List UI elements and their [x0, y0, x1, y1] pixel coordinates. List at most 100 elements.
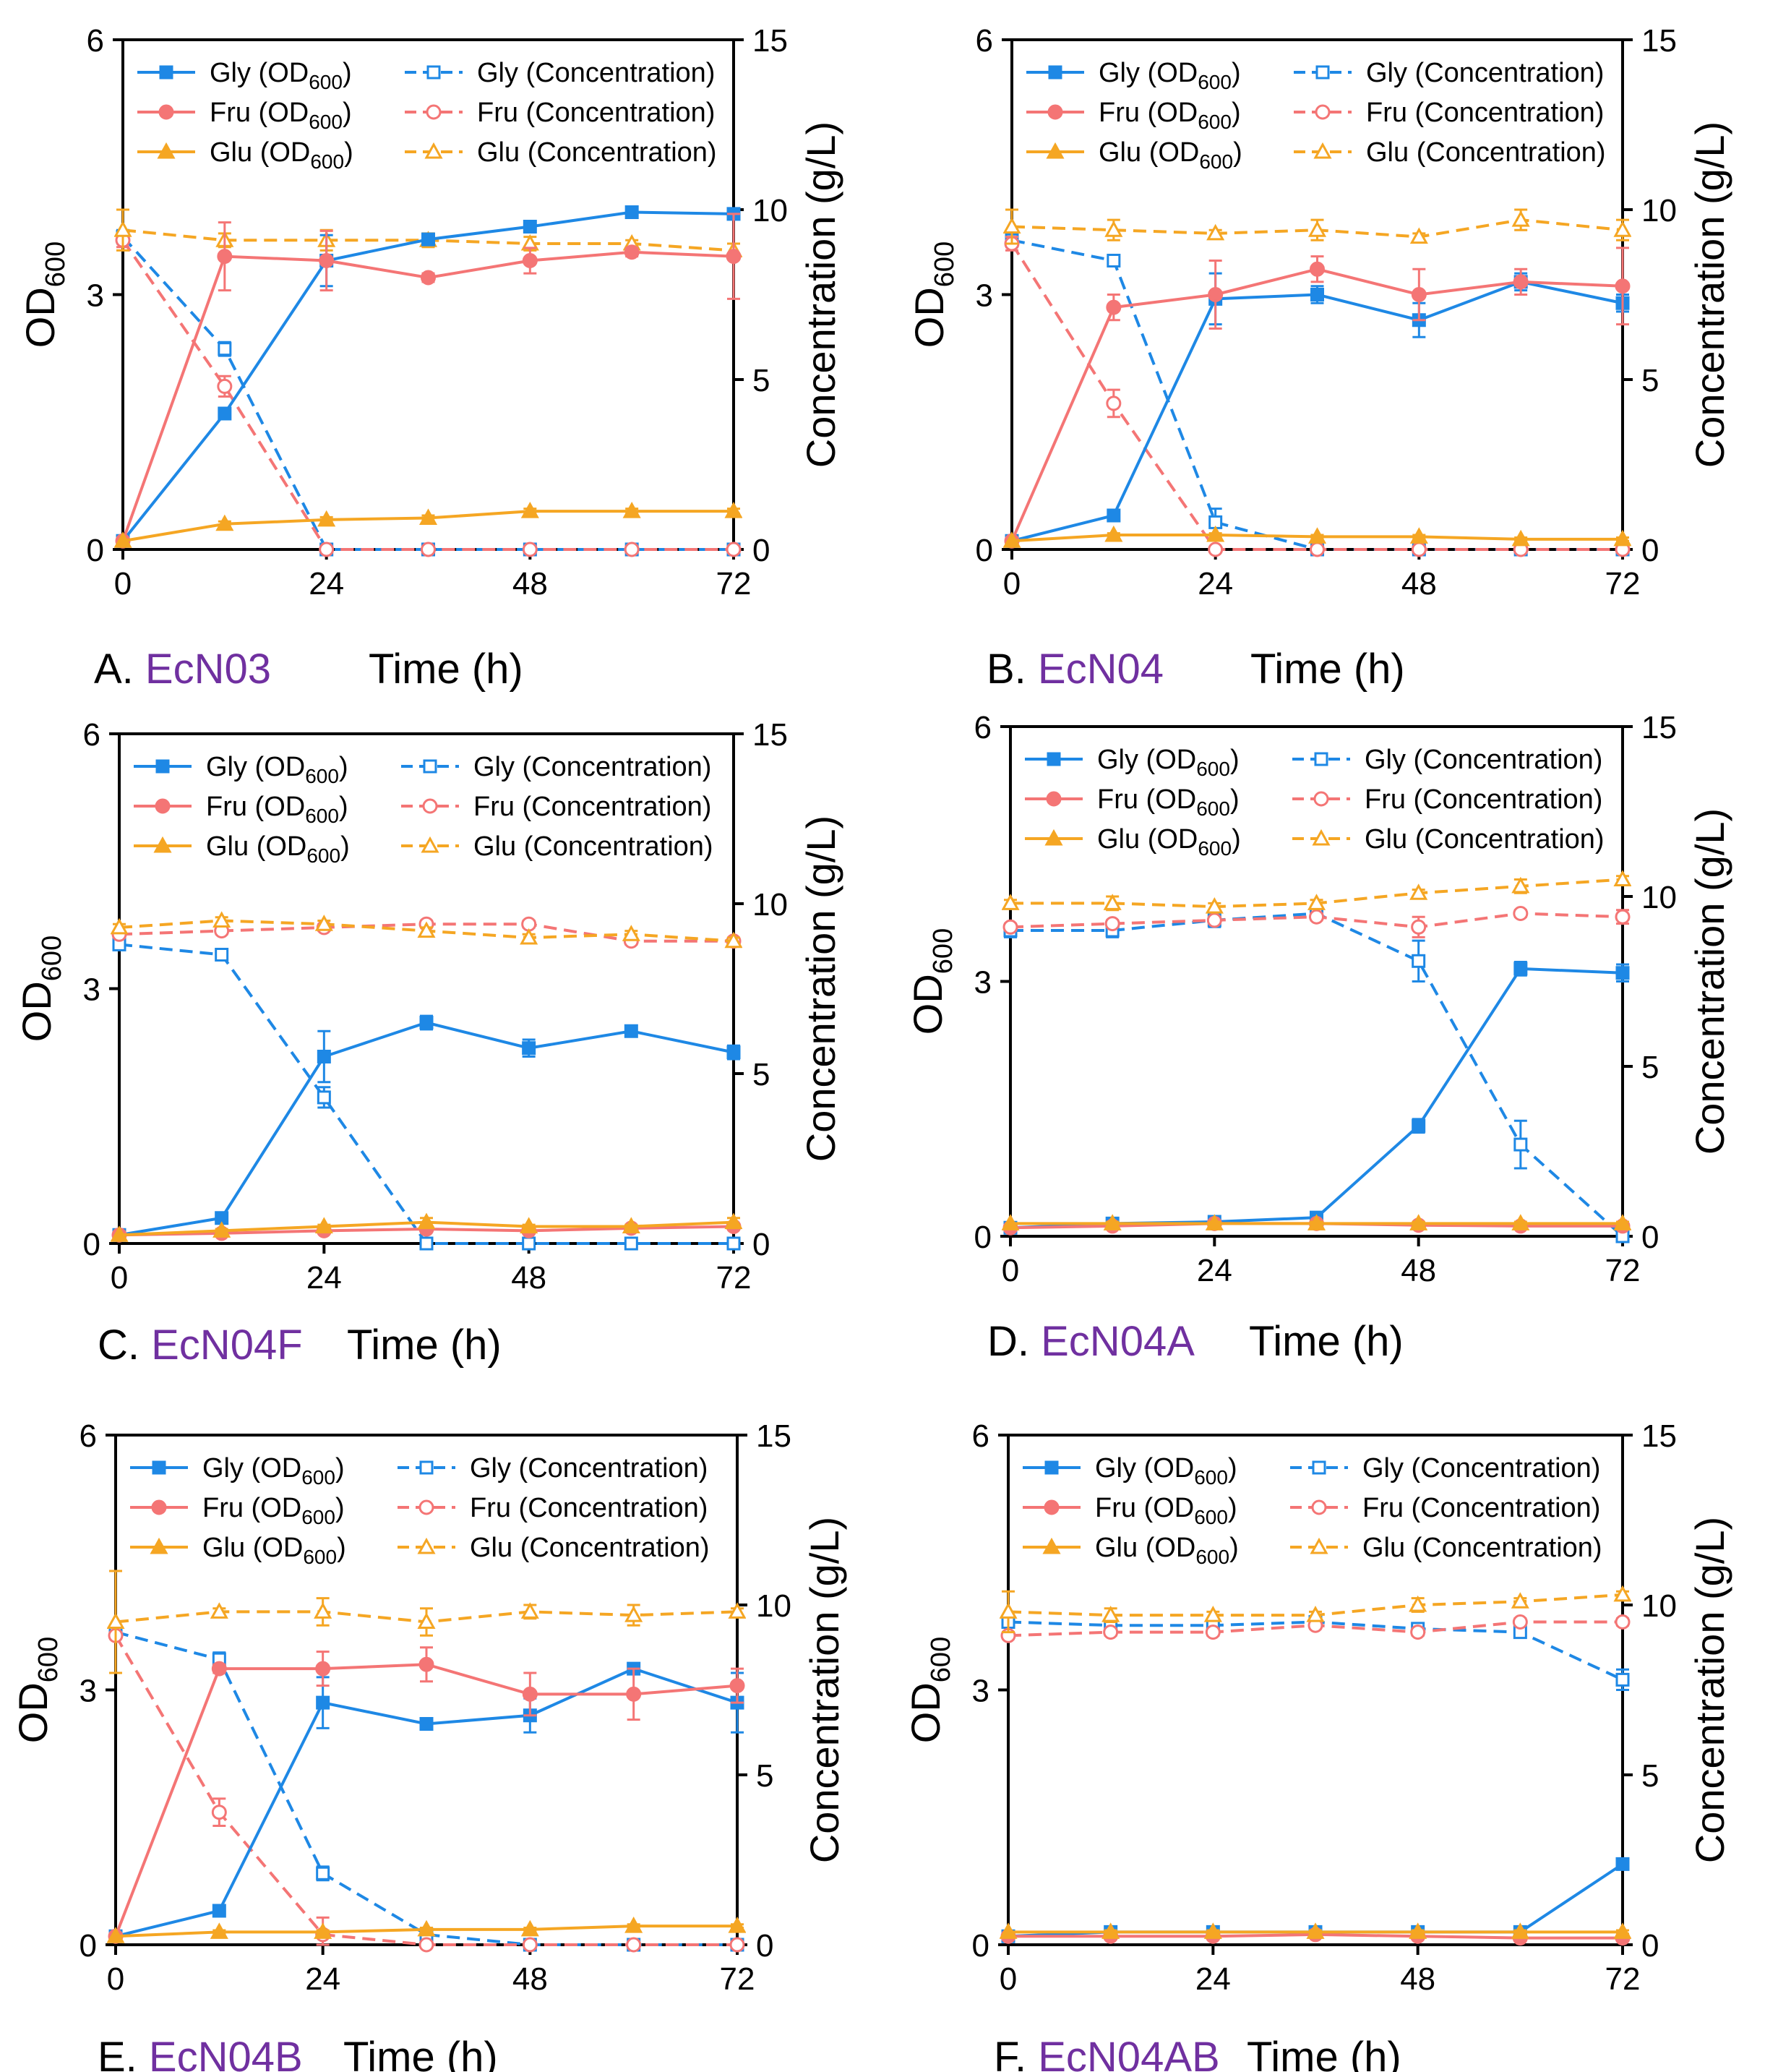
x-axis-label: Time (h) — [1250, 646, 1405, 693]
y-right-tick-label: 0 — [1641, 533, 1659, 568]
y-left-tick-label: 0 — [87, 533, 104, 568]
x-tick-label: 0 — [107, 1961, 124, 1997]
legend-label-od-main: Gly (OD — [202, 1453, 301, 1484]
legend-label-od-close: ) — [1233, 137, 1242, 168]
y-left-axis-label: OD600 — [905, 928, 958, 1035]
y-right-tick-label: 10 — [1641, 880, 1677, 915]
data-point — [317, 1050, 331, 1063]
y-right-tick-label: 15 — [1641, 1418, 1677, 1454]
data-point — [418, 1937, 434, 1953]
legend-label-conc: Glu (Concentration) — [1365, 824, 1605, 855]
od-series-glu — [114, 502, 742, 548]
data-point — [724, 502, 742, 518]
legend-label-od-close: ) — [1232, 58, 1241, 88]
data-point — [1412, 954, 1426, 968]
data-point — [217, 249, 233, 265]
data-point — [729, 1937, 745, 1953]
y-left-tick-label: 6 — [974, 710, 992, 745]
data-point — [726, 1045, 741, 1060]
data-point — [417, 921, 436, 938]
legend-marker — [1042, 1537, 1061, 1554]
legend-marker-open — [1315, 65, 1330, 80]
data-point — [1203, 1922, 1222, 1939]
data-point — [1310, 261, 1325, 277]
data-point — [1513, 962, 1528, 976]
data-point — [317, 1090, 331, 1105]
legend-label-od-close: ) — [340, 831, 350, 862]
legend-marker — [155, 798, 171, 814]
y-left-tick-label: 3 — [972, 1674, 989, 1709]
legend-marker-open — [421, 836, 439, 853]
data-point — [1104, 221, 1123, 237]
y-right-tick-label: 15 — [756, 1418, 791, 1454]
y-left-axis-label-main: OD — [17, 287, 63, 348]
data-point — [1511, 1214, 1530, 1230]
legend-label-conc: Glu (Concentration) — [470, 1533, 710, 1563]
legend-marker-open — [1312, 829, 1331, 846]
y-left-tick-label: 6 — [80, 1418, 97, 1454]
panel-label: E. EcN04B — [98, 2034, 303, 2072]
x-tick-label: 48 — [511, 1260, 546, 1296]
data-point — [522, 541, 538, 557]
legend-label-od-sub: 600 — [1194, 1466, 1228, 1489]
legend-label-od-sub: 600 — [303, 1546, 337, 1568]
legend-label-conc: Fru (Concentration) — [473, 792, 711, 822]
data-point — [1104, 916, 1120, 932]
legend-label-od-close: ) — [1232, 824, 1241, 855]
y-left-axis-label-main: OD — [903, 1682, 948, 1743]
legend-label-od-sub: 600 — [306, 844, 340, 867]
data-point — [622, 1217, 640, 1233]
data-point — [1411, 541, 1427, 557]
data-point — [520, 502, 539, 518]
legend: Gly (OD600) Gly (Concentration)Fru (OD600… — [130, 1453, 710, 1568]
x-tick-label: 72 — [1605, 1961, 1641, 1997]
y-left-axis-label-main: OD — [905, 974, 950, 1035]
data-point — [1003, 217, 1021, 234]
data-point — [1002, 1214, 1020, 1230]
legend-label-conc: Gly (Concentration) — [473, 752, 711, 782]
y-left-tick-label: 0 — [972, 1928, 989, 1964]
data-point — [1411, 287, 1427, 302]
data-point — [1208, 541, 1224, 557]
data-point — [212, 1904, 226, 1918]
x-axis-label: Time (h) — [347, 1322, 502, 1369]
legend: Gly (OD600) Gly (Concentration)Fru (OD600… — [1025, 745, 1605, 860]
panel-label: F. EcN04AB — [994, 2034, 1220, 2072]
legend-label-conc: Glu (Concentration) — [477, 137, 717, 168]
data-point — [1512, 1614, 1528, 1630]
legend-marker — [157, 142, 176, 159]
data-point — [1513, 274, 1529, 290]
data-point — [421, 270, 436, 286]
legend-label-od-main: Fru (OD — [202, 1493, 301, 1523]
data-point — [419, 1016, 434, 1029]
x-tick-label: 24 — [1197, 1253, 1232, 1288]
legend-label-conc: Gly (Concentration) — [1365, 745, 1602, 775]
legend-label-conc: Fru (Concentration) — [470, 1493, 708, 1523]
y-right-tick-label: 5 — [752, 363, 770, 398]
data-point — [1307, 1214, 1326, 1230]
legend-label-od-close: ) — [339, 752, 348, 782]
y-left-tick-label: 3 — [974, 965, 992, 1001]
legend-label-od-close: ) — [343, 98, 352, 128]
legend-label-od-sub: 600 — [1195, 1546, 1229, 1568]
data-point — [522, 1236, 536, 1251]
legend-label-od-sub: 600 — [310, 150, 344, 173]
legend-label-od-main: Fru (OD — [206, 792, 305, 822]
data-point — [624, 244, 640, 260]
panel-label: D. EcN04A — [987, 1318, 1195, 1365]
legend-label-od-close: ) — [1228, 1453, 1237, 1484]
y-left-axis-label-main: OD — [906, 287, 952, 348]
y-right-tick-label: 5 — [756, 1758, 773, 1794]
legend-label-od-sub: 600 — [1198, 71, 1232, 93]
data-point — [421, 232, 435, 247]
legend-marker — [158, 104, 174, 120]
legend-marker — [1046, 142, 1065, 159]
y-right-tick-label: 0 — [752, 1227, 770, 1262]
data-point — [728, 1917, 746, 1933]
od-series-glu — [107, 1917, 746, 1943]
data-point — [1205, 897, 1224, 914]
legend-marker-open — [1313, 791, 1329, 807]
x-tick-label: 0 — [111, 1260, 128, 1296]
